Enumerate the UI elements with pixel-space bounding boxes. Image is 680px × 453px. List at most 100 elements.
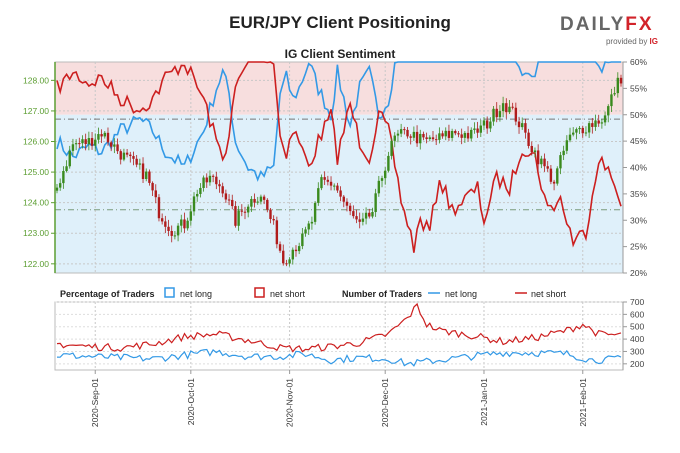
candle-body [594,120,597,127]
candle-body [587,123,591,133]
candle-body [234,206,237,226]
candle-body [164,221,167,227]
candle-body [90,138,94,146]
pct-tick-label: 20% [630,268,647,278]
net-long-pct-line [56,61,621,182]
legend-num-long-label: net long [445,289,477,299]
candle-body [584,132,588,134]
candle-body [145,171,148,180]
candle-body [482,120,486,126]
candle-body [454,130,457,134]
date-tick-label: 2020-Dec-01 [380,378,390,427]
candle-body [259,196,263,202]
candle-body [540,158,543,165]
logo-wordmark-daily: DAILY [560,14,626,35]
candle-body [342,196,345,202]
candle-body [387,155,390,171]
candle-body [291,249,294,260]
candle-body [94,139,97,146]
candle-body [307,223,310,230]
candle-body [170,230,173,236]
pct-tick-label: 40% [630,163,647,173]
candle-body [559,155,562,169]
candle-body [495,108,498,118]
chart-subtitle: IG Client Sentiment [284,47,396,61]
candle-body [390,140,393,156]
candle-body [336,185,339,191]
candle-body [218,184,221,187]
candle-body [183,219,186,229]
candle-body [549,168,553,182]
candle-body [485,120,489,129]
candle-body [492,108,495,122]
date-tick-label: 2020-Oct-01 [186,378,196,426]
price-tick-label: 122.00 [23,259,49,269]
candle-body [368,212,371,217]
price-tick-label: 125.00 [23,167,49,177]
net-long-count-line [56,348,622,367]
candle-body [262,196,266,200]
candle-body [616,77,620,94]
candle-body [364,212,368,219]
candle-body [384,170,387,179]
candle-body [371,212,374,217]
candle-body [352,211,355,217]
candle-body [160,218,164,222]
candle-body [215,176,218,185]
candle-body [329,181,333,186]
candle-body [613,93,616,95]
logo-tagline-text: provided by [605,37,648,46]
candle-body [447,130,451,138]
legend-pct-long-swatch [164,287,175,298]
logo-tagline-ig: IG [649,37,658,46]
candle-body [173,235,177,237]
candle-body [231,199,234,207]
pct-tick-label: 35% [630,189,647,199]
candle-body [71,144,75,151]
candle-body [65,166,68,171]
candle-body [196,193,199,197]
candle-body [393,135,396,141]
candle-body [78,143,81,145]
date-tick-label: 2021-Feb-01 [578,378,588,427]
pct-tick-label: 30% [630,215,647,225]
candle-body [180,219,183,226]
candle-body [135,158,138,165]
candle-body [546,166,549,169]
candle-body [186,220,189,229]
candle-body [148,171,151,183]
candle-body [527,132,530,146]
candle-body [211,175,215,177]
candle-body [409,136,412,138]
candle-body [358,219,361,222]
candle-body [514,107,518,122]
candle-body [189,211,193,221]
candle-body [157,197,161,219]
candle-body [431,137,435,140]
candle-body [122,152,126,160]
candle-body [224,193,228,200]
candle-body [313,202,317,222]
pct-tick-label: 45% [630,136,647,146]
candle-body [476,128,479,133]
candle-body [578,127,581,130]
candle-body [109,142,113,147]
candle-body [323,177,326,180]
candle-body [521,123,524,128]
candle-body [415,131,419,144]
candle-body [556,168,559,184]
candle-body [119,151,122,160]
price-tick-label: 128.00 [23,75,49,85]
candle-body [348,205,352,212]
candle-body [116,144,119,152]
candle-body [301,233,304,247]
candle-body [113,144,116,147]
candle-body [58,183,62,188]
candle-body [536,150,540,165]
candle-body [151,182,154,191]
net-short-count-line [56,302,622,353]
candle-body [100,134,103,137]
pct-tick-label: 50% [630,110,647,120]
candle-body [361,218,365,222]
candle-body [511,106,514,108]
